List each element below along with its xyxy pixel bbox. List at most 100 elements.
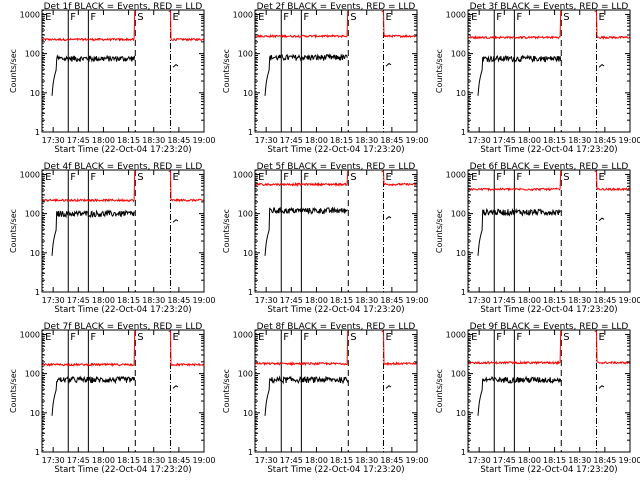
y-tick-label: 1000	[233, 10, 253, 19]
y-tick-label: 1000	[20, 10, 40, 19]
y-tick-label: 100	[451, 210, 466, 219]
x-tick-label: 18:00	[518, 296, 541, 305]
x-axis-label: Start Time (22-Oct-04 17:23:20)	[480, 465, 617, 475]
y-axis-label: Counts/sec	[9, 209, 18, 253]
marker-label: E	[598, 12, 604, 23]
x-axis-label: Start Time (22-Oct-04 17:23:20)	[54, 465, 191, 475]
y-tick-label: 100	[451, 50, 466, 59]
x-tick-label: 17:30	[42, 136, 65, 145]
y-tick-label: 10	[30, 409, 40, 418]
x-tick-label: 18:30	[568, 136, 591, 145]
x-tick-label: 18:00	[305, 136, 328, 145]
y-tick-label: 100	[25, 210, 40, 219]
x-tick-label: 18:30	[568, 456, 591, 465]
plot-frame	[254, 9, 418, 133]
marker-label: E	[258, 12, 264, 23]
x-tick-label: 19:00	[405, 136, 428, 145]
y-tick-label: 100	[451, 370, 466, 379]
x-tick-label: 18:45	[593, 456, 616, 465]
x-tick-label: 18:00	[92, 296, 115, 305]
marker-label: F	[516, 172, 522, 183]
x-tick-label: 18:45	[167, 296, 190, 305]
lld-series	[41, 10, 136, 42]
plot-frame	[467, 329, 631, 453]
panel-title: Det 4f BLACK = Events, RED = LLD	[44, 162, 203, 172]
marker-label: F	[303, 12, 309, 23]
x-tick-label: 19:00	[405, 456, 428, 465]
marker-label: E	[598, 332, 604, 343]
lld-series	[168, 10, 205, 42]
x-tick-label: 17:45	[493, 136, 516, 145]
marker-label: F	[496, 172, 502, 183]
y-tick-label: 1	[461, 288, 466, 297]
events-series	[385, 62, 392, 67]
y-tick-label: 1	[35, 448, 40, 457]
x-tick-label: 17:30	[255, 296, 278, 305]
marker-label: F	[70, 172, 76, 183]
y-tick-label: 100	[238, 210, 253, 219]
panel-title: Det 6f BLACK = Events, RED = LLD	[470, 162, 629, 172]
events-series	[598, 385, 605, 389]
marker-label: S	[563, 172, 569, 183]
y-tick-label: 1	[35, 288, 40, 297]
marker-label: S	[350, 12, 356, 23]
events-series	[264, 53, 348, 96]
events-series	[172, 63, 179, 68]
x-axis-label: Start Time (22-Oct-04 17:23:20)	[480, 305, 617, 315]
marker-label: S	[350, 332, 356, 343]
y-axis-label: Counts/sec	[9, 49, 18, 93]
lld-series	[594, 330, 631, 365]
events-series	[51, 209, 135, 256]
y-tick-label: 100	[25, 370, 40, 379]
y-tick-label: 100	[25, 50, 40, 59]
marker-label: F	[496, 12, 502, 23]
x-tick-label: 18:45	[593, 296, 616, 305]
lld-series	[594, 170, 630, 192]
events-series	[598, 63, 605, 68]
x-tick-label: 18:45	[380, 136, 403, 145]
x-tick-label: 18:15	[543, 456, 566, 465]
y-tick-label: 10	[30, 89, 40, 98]
x-tick-label: 18:00	[92, 456, 115, 465]
x-tick-label: 18:30	[568, 296, 591, 305]
x-tick-label: 17:30	[468, 136, 491, 145]
panel-title: Det 7f BLACK = Events, RED = LLD	[44, 322, 203, 332]
y-axis-label: Counts/sec	[222, 369, 231, 413]
panel-title: Det 8f BLACK = Events, RED = LLD	[257, 322, 416, 332]
plot-frame	[41, 329, 205, 453]
x-tick-label: 18:00	[305, 456, 328, 465]
marker-label: E	[471, 12, 477, 23]
x-tick-label: 18:30	[142, 296, 165, 305]
y-tick-label: 10	[243, 409, 253, 418]
x-tick-label: 18:45	[380, 296, 403, 305]
marker-label: E	[598, 172, 604, 183]
y-tick-label: 10	[456, 249, 466, 258]
x-tick-label: 18:45	[380, 456, 403, 465]
x-tick-label: 18:15	[330, 136, 353, 145]
x-tick-label: 19:00	[192, 136, 215, 145]
plot-frame	[467, 169, 631, 293]
plot-frame	[254, 329, 418, 453]
x-tick-label: 18:45	[167, 456, 190, 465]
lld-series	[381, 10, 418, 39]
x-tick-label: 18:30	[355, 456, 378, 465]
marker-label: F	[516, 332, 522, 343]
lld-series	[381, 330, 418, 367]
marker-label: E	[385, 12, 391, 23]
x-tick-label: 17:45	[280, 296, 303, 305]
x-tick-label: 17:30	[468, 296, 491, 305]
y-tick-label: 10	[456, 89, 466, 98]
marker-label: S	[137, 12, 143, 23]
y-tick-label: 1	[35, 128, 40, 137]
x-tick-label: 18:00	[518, 136, 541, 145]
marker-label: E	[172, 12, 178, 23]
panel-title: Det 3f BLACK = Events, RED = LLD	[470, 2, 629, 12]
marker-label: F	[303, 172, 309, 183]
x-tick-label: 18:30	[355, 296, 378, 305]
events-series	[385, 215, 392, 220]
lld-series	[254, 170, 349, 188]
